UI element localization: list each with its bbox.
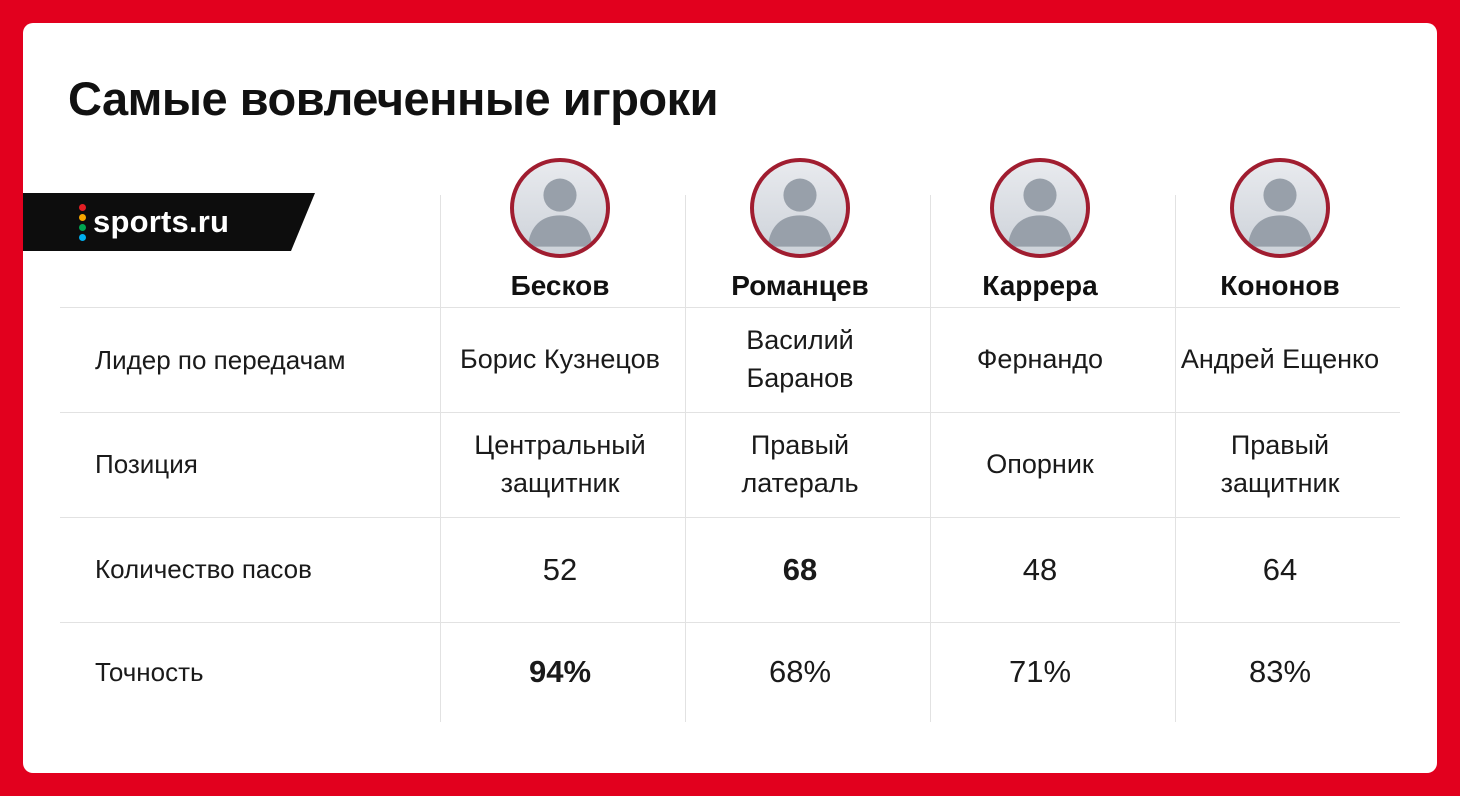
person-silhouette-icon — [1007, 178, 1073, 247]
logo-dots-icon — [79, 204, 86, 241]
passes-value: 68 — [782, 551, 818, 587]
passes-value: 64 — [1262, 551, 1298, 587]
position-value: Правый латераль — [741, 429, 859, 498]
avatar-kononov — [1230, 158, 1330, 258]
logo-text: sports.ru — [93, 204, 230, 239]
divider-vertical — [930, 195, 931, 722]
divider-horizontal — [60, 307, 1400, 308]
accuracy-value: 94% — [528, 654, 592, 690]
position-value: Правый защитник — [1220, 429, 1340, 498]
column-header-carrera: Каррера — [920, 158, 1160, 308]
avatar-carrera — [990, 158, 1090, 258]
avatar-romantsev — [750, 158, 850, 258]
row-label-passes: Количество пасов — [95, 554, 312, 584]
leader-value: Борис Кузнецов — [460, 344, 660, 375]
infographic-card: Самые вовлеченные игроки sports.ru Беско… — [23, 23, 1437, 773]
coach-name: Каррера — [982, 270, 1098, 301]
leader-value: Фернандо — [976, 344, 1104, 375]
divider-vertical — [440, 195, 441, 722]
divider-horizontal — [60, 412, 1400, 413]
header-spacer — [60, 158, 440, 308]
passes-value: 52 — [542, 551, 578, 587]
column-header-kononov: Кононов — [1160, 158, 1400, 308]
divider-vertical — [1175, 195, 1176, 722]
row-label-leader: Лидер по передачам — [95, 344, 346, 375]
position-value: Центральный защитник — [474, 429, 646, 498]
divider-vertical — [685, 195, 686, 722]
row-label-position: Позиция — [95, 449, 198, 479]
avatar-beskov — [510, 158, 610, 258]
accuracy-value: 68% — [768, 654, 832, 690]
players-table: Бесков Романцев Каррера Кононов Лидер по… — [60, 158, 1400, 722]
coach-name: Бесков — [510, 270, 610, 301]
divider-horizontal — [60, 517, 1400, 518]
page-title: Самые вовлеченные игроки — [68, 72, 719, 125]
column-header-beskov: Бесков — [440, 158, 680, 308]
column-header-romantsev: Романцев — [680, 158, 920, 308]
coach-name: Романцев — [731, 270, 869, 301]
sports-ru-logo: sports.ru — [23, 193, 315, 251]
person-silhouette-icon — [1247, 178, 1313, 247]
coach-name: Кононов — [1220, 270, 1340, 301]
passes-value: 48 — [1022, 551, 1058, 587]
row-label-accuracy: Точность — [95, 656, 204, 687]
person-silhouette-icon — [527, 178, 593, 247]
accuracy-value: 83% — [1248, 654, 1312, 690]
person-silhouette-icon — [767, 178, 833, 247]
leader-value: Василий Баранов — [746, 325, 854, 393]
leader-value: Андрей Ещенко — [1180, 344, 1380, 375]
accuracy-value: 71% — [1008, 654, 1072, 690]
divider-horizontal — [60, 622, 1400, 623]
position-value: Опорник — [986, 448, 1094, 479]
